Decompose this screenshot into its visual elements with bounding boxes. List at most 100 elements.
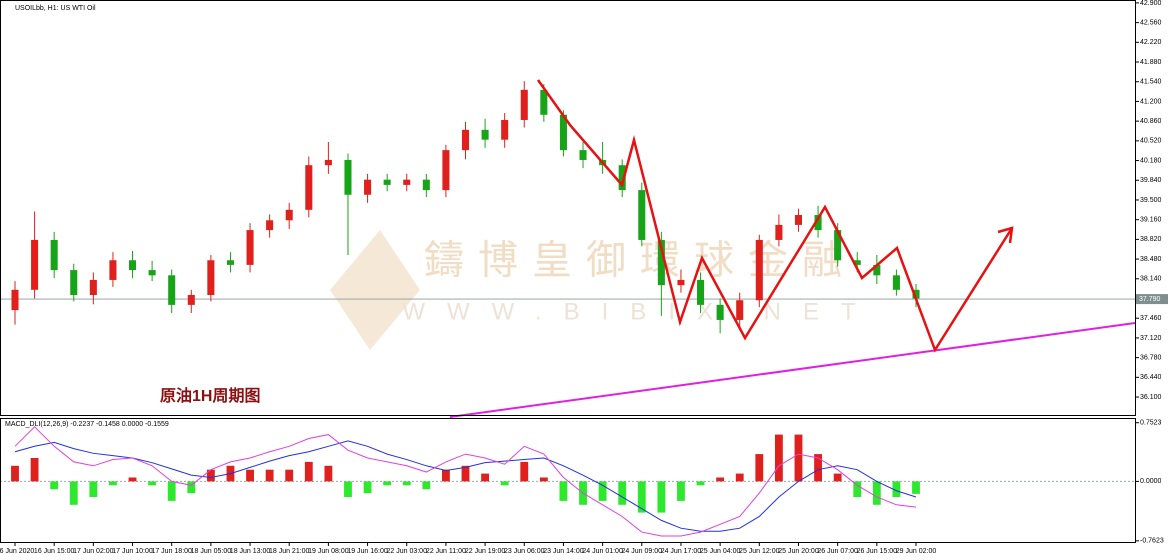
candle-body [814, 215, 822, 231]
macd-bar [794, 434, 803, 482]
x-tick-label: 26 Jun 07:00 [817, 548, 858, 555]
macd-title: MACD_DLI(12,26,9) -0.2237 -0.1458 0.0000… [5, 421, 169, 428]
macd-bar [344, 481, 352, 497]
macd-bar [833, 473, 842, 482]
macd-bar [69, 481, 78, 505]
macd-bar [500, 481, 509, 486]
macd-bar [735, 473, 744, 482]
macd-bar [148, 481, 157, 486]
y-tick-label: 37.460 [1140, 315, 1162, 322]
x-tick-label: 19 Jun 16:00 [347, 548, 388, 555]
y-tick-label: 37.120 [1140, 335, 1162, 342]
x-tick-label: 25 Jun 04:00 [700, 548, 741, 555]
x-tick-label: 26 Jun 15:00 [857, 548, 898, 555]
candle-body [697, 279, 705, 305]
macd-bar [481, 473, 490, 482]
annotation: 原油1H周期图 [160, 386, 260, 405]
x-tick-label: 25 Jun 20:00 [778, 548, 819, 555]
x-tick-label: 22 Jun 03:00 [386, 548, 427, 555]
candle-body [442, 150, 450, 191]
y-tick-label: 38.820 [1140, 236, 1162, 243]
candle-body [638, 190, 646, 240]
y-tick-label: 41.880 [1140, 59, 1162, 66]
macd-bar [716, 477, 725, 482]
y-tick-label: 0.7523 [1140, 420, 1162, 427]
macd-bar [206, 469, 215, 482]
candle-body [775, 224, 783, 240]
y-tick-label: 38.480 [1140, 256, 1162, 263]
macd-frame [0, 418, 1136, 543]
candle-body [50, 239, 58, 271]
y-tick-label: 40.180 [1140, 157, 1162, 164]
candle-body [422, 179, 430, 191]
macd-bar [872, 481, 881, 505]
macd-bar [853, 481, 862, 497]
candle-body [461, 129, 470, 151]
macd-bar [402, 481, 411, 486]
y-tick-label: 0.0000 [1140, 478, 1162, 485]
x-tick-label: 16 Jun 15:00 [34, 548, 75, 555]
macd-bar [696, 481, 705, 486]
candle-body [559, 114, 567, 151]
y-tick-label: 38.140 [1140, 276, 1162, 283]
macd-bar [618, 481, 627, 505]
candle-body [109, 260, 117, 280]
candle-body [873, 264, 881, 276]
last-price-label: 37.790 [1139, 296, 1161, 303]
macd-bar [128, 477, 137, 482]
macd-bar [109, 481, 117, 486]
y-tick-label: 39.160 [1140, 217, 1162, 224]
candle-body [266, 220, 274, 231]
x-tick-label: 18 Jun 05:00 [191, 548, 232, 555]
candle-body [657, 239, 665, 286]
x-tick-label: 24 Jun 17:00 [661, 548, 702, 555]
macd-bar [677, 481, 685, 501]
candle-body [716, 304, 724, 320]
y-tick-label: 39.840 [1140, 177, 1162, 184]
candle-body [520, 89, 528, 120]
candle-body [128, 260, 137, 271]
x-tick-label: 17 Jun 18:00 [151, 548, 192, 555]
macd-bar [559, 481, 568, 501]
y-tick-label: 42.560 [1140, 19, 1162, 26]
y-tick-label: 36.780 [1140, 354, 1162, 361]
macd-bar [383, 481, 392, 486]
macd-bar [187, 481, 196, 494]
candle-body [834, 230, 842, 261]
candle-body [618, 165, 626, 191]
candle-body [853, 260, 861, 265]
candle-body [579, 150, 587, 160]
macd-bar [598, 481, 607, 501]
macd-bar [520, 461, 529, 482]
macd-bar [539, 477, 548, 482]
macd-bar [30, 457, 39, 482]
y-tick-label: 41.540 [1140, 79, 1162, 86]
candle-body [736, 300, 744, 320]
x-tick-label: 23 Jun 06:00 [504, 548, 545, 555]
macd-bar [637, 481, 646, 513]
candle-body [246, 230, 254, 265]
candle-body [89, 279, 97, 296]
macd-line [14, 440, 917, 532]
macd-bar [814, 454, 822, 482]
macd-bar [11, 465, 19, 482]
candle-body [226, 260, 234, 265]
y-tick-label: 36.100 [1140, 394, 1162, 401]
x-tick-label: 24 Jun 09:00 [622, 548, 663, 555]
macd-bar [774, 434, 783, 482]
candle-body [324, 159, 332, 166]
wave-drawing [536, 79, 1014, 353]
macd-bar [167, 481, 176, 501]
x-tick-label: 16 Jun 2020 [0, 548, 34, 555]
y-tick-label: 41.200 [1140, 98, 1162, 105]
macd-bar [304, 461, 313, 482]
candle-body [344, 159, 352, 195]
watermark-logo [330, 230, 420, 350]
candle-body [305, 165, 313, 210]
candle-body [755, 239, 763, 301]
y-tick-label: 40.520 [1140, 138, 1162, 145]
macd-bar [892, 481, 901, 497]
candle-body [794, 215, 803, 225]
